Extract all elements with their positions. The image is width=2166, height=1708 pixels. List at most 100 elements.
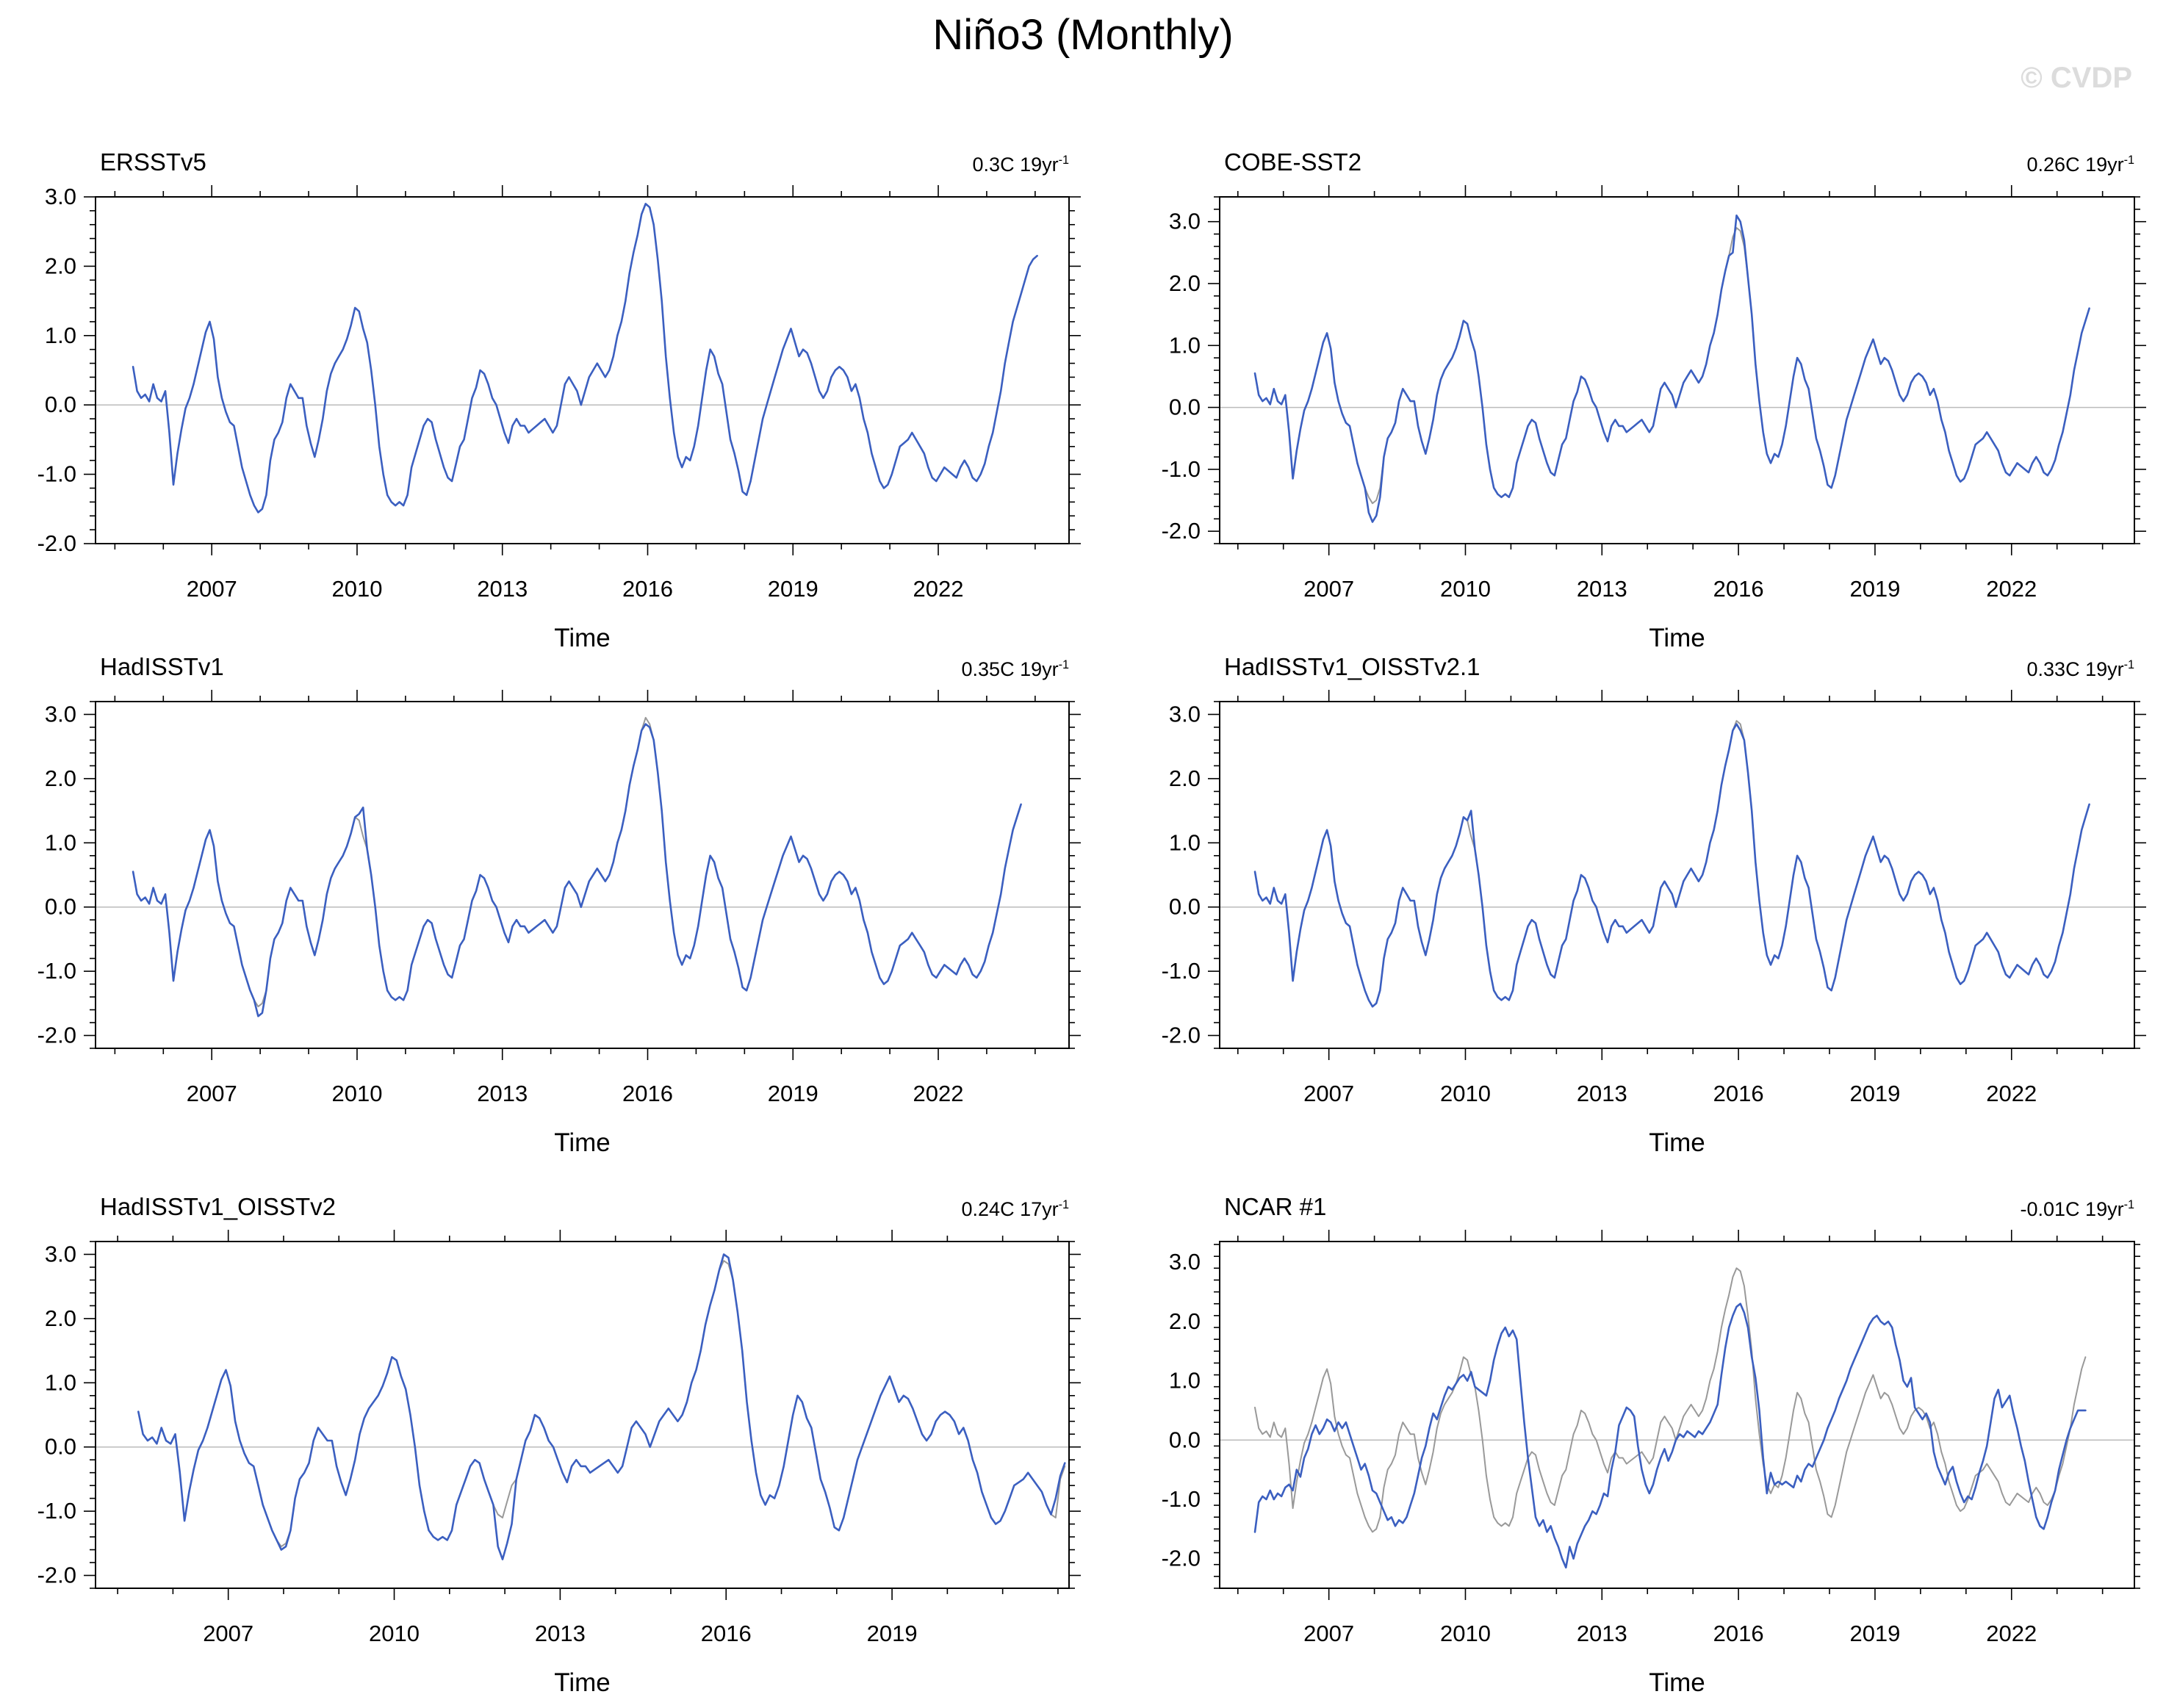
panel-ersstv5: ERSSTv5 0.3C 19yr-1 3.0 2.0 1.0 0.0 -1.0 -2.0…	[0, 138, 1113, 654]
y-axis-tick-label: -1.0	[37, 958, 76, 984]
x-axis-tick-label: 2007	[203, 1621, 253, 1646]
y-axis-tick-label: 0.0	[45, 392, 76, 417]
panel-cobe-sst2: COBE-SST2 0.26C 19yr-1 3.0 2.0 1.0 0.0 -1.0 -…	[1124, 138, 2166, 654]
y-axis-tick-label: -1.0	[37, 461, 76, 487]
plot-frame	[95, 196, 1070, 544]
y-axis-tick-label: 3.0	[45, 1241, 76, 1266]
x-axis-tick-label: 2010	[331, 1081, 382, 1106]
x-axis-tick-label: 2019	[768, 576, 818, 602]
x-axis-title: Time	[1649, 1128, 1705, 1157]
panel-title: HadISSTv1	[100, 653, 224, 680]
plot-frame	[95, 1241, 1070, 1589]
panel-hadisstv1-oisstv2-1: HadISSTv1_OISSTv2.1 0.33C 19yr-1 3.0 2.0 1…	[1124, 643, 2166, 1159]
x-axis-tick-label: 2007	[187, 1081, 237, 1106]
x-axis-tick-label: 2022	[913, 1081, 964, 1106]
y-axis-tick-label: 2.0	[1169, 765, 1201, 791]
panel-ncar-1-plot: 3.0 2.0 1.0 0.0 -1.0 -2.0 2007 2010 2013 2016 2019…	[1162, 1230, 2140, 1697]
y-axis-tick-label: 1.0	[1169, 332, 1201, 358]
y-axis-tick-label: 1.0	[45, 1369, 76, 1395]
panel-title: ERSSTv5	[100, 148, 206, 176]
x-axis-tick-label: 2007	[187, 576, 237, 602]
y-axis-tick-label: -1.0	[1162, 456, 1201, 482]
plot-frame	[1219, 701, 2135, 1049]
y-axis-tick-label: 3.0	[1169, 701, 1201, 727]
x-axis-tick-label: 2019	[1849, 576, 1900, 602]
x-axis-tick-label: 2016	[622, 1081, 673, 1106]
x-axis-tick-label: 2022	[1986, 576, 2037, 602]
x-axis-tick-label: 2007	[1303, 1081, 1354, 1106]
y-axis-tick-label: 2.0	[1169, 270, 1201, 296]
y-axis-tick-label: -2.0	[37, 1023, 76, 1048]
panel-trend-value: -0.01C 19yr-1	[2020, 1198, 2134, 1220]
panel-ncar-1: NCAR #1 -0.01C 19yr-1 3.0 2.0 1.0 0.0 -1.0 -2…	[1124, 1183, 2166, 1698]
x-axis-tick-label: 2013	[1577, 576, 1627, 602]
y-axis-tick-label: -2.0	[37, 1563, 76, 1588]
panel-hadisstv1-oisstv2-plot: 3.0 2.0 1.0 0.0 -1.0 -2.0 2007 2010 2013 2016 2019…	[37, 1230, 1081, 1697]
y-axis-tick-label: 3.0	[45, 701, 76, 727]
y-axis-tick-label: 0.0	[45, 1434, 76, 1460]
reference-series-line	[132, 716, 1022, 1008]
model-series-line	[1253, 723, 2090, 1008]
x-axis-tick-label: 2019	[867, 1621, 918, 1646]
x-axis-tick-label: 2016	[1713, 1621, 1764, 1646]
y-axis-tick-label: 3.0	[45, 184, 76, 209]
reference-series-line	[1254, 720, 2090, 1008]
x-axis-tick-label: 2010	[1440, 1081, 1491, 1106]
panel-title: HadISSTv1_OISSTv2.1	[1224, 653, 1480, 680]
x-axis-tick-label: 2013	[1577, 1081, 1627, 1106]
x-axis-tick-label: 2013	[477, 576, 528, 602]
y-axis-tick-label: 1.0	[1169, 1368, 1201, 1394]
x-axis-title: Time	[554, 624, 610, 652]
x-axis-tick-label: 2022	[1986, 1621, 2037, 1646]
panel-trend-value: 0.24C 17yr-1	[961, 1198, 1069, 1220]
panel-cobe-sst2-plot: 3.0 2.0 1.0 0.0 -1.0 -2.0 2007 2010 2013 2016 2019…	[1162, 185, 2146, 652]
x-axis-tick-label: 2022	[1986, 1081, 2037, 1106]
panel-hadisstv1-oisstv2-1-plot: 3.0 2.0 1.0 0.0 -1.0 -2.0 2007 2010 2013 2016 2019…	[1162, 690, 2146, 1157]
model-series-line	[132, 723, 1022, 1017]
x-axis-tick-label: 2019	[768, 1081, 818, 1106]
y-axis-tick-label: 2.0	[45, 1305, 76, 1331]
y-axis-tick-label: -2.0	[1162, 1023, 1201, 1048]
y-axis-tick-label: 1.0	[45, 322, 76, 348]
y-axis-tick-label: 2.0	[45, 253, 76, 278]
x-axis-tick-label: 2013	[1577, 1621, 1627, 1646]
x-axis-tick-label: 2010	[1440, 1621, 1491, 1646]
y-axis-tick-label: 2.0	[1169, 1308, 1201, 1334]
x-axis-title: Time	[1649, 1668, 1705, 1697]
x-axis-tick-label: 2019	[1849, 1621, 1900, 1646]
model-series-line	[1253, 1302, 2087, 1569]
panel-trend-value: 0.33C 19yr-1	[2026, 658, 2134, 680]
cvdp-watermark: © CVDP	[2021, 62, 2132, 94]
plot-frame	[1219, 196, 2135, 544]
y-axis-tick-label: 3.0	[1169, 1249, 1201, 1275]
x-axis-tick-label: 2007	[1303, 1621, 1354, 1646]
y-axis-tick-label: -2.0	[1162, 518, 1201, 544]
x-axis-tick-label: 2010	[331, 576, 382, 602]
y-axis-tick-label: -2.0	[37, 530, 76, 556]
reference-series-line	[1254, 1267, 2087, 1533]
y-axis-tick-label: -1.0	[37, 1498, 76, 1524]
x-axis-tick-label: 2013	[477, 1081, 528, 1106]
x-axis-title: Time	[1649, 624, 1705, 652]
model-series-line	[1253, 215, 2090, 523]
model-series-line	[137, 1253, 1066, 1560]
plot-frame	[1219, 1241, 2135, 1589]
x-axis-title: Time	[554, 1668, 610, 1697]
panel-ersstv5-plot: 3.0 2.0 1.0 0.0 -1.0 -2.0 2007 2010 2013 2016 2019…	[37, 184, 1081, 652]
y-axis-tick-label: 0.0	[1169, 1427, 1201, 1452]
x-axis-tick-label: 2016	[701, 1621, 752, 1646]
panel-trend-value: 0.26C 19yr-1	[2026, 154, 2134, 176]
page-title: Niño3 (Monthly)	[932, 11, 1234, 59]
x-axis-tick-label: 2016	[622, 576, 673, 602]
panel-hadisstv1-plot: 3.0 2.0 1.0 0.0 -1.0 -2.0 2007 2010 2013 2016 2019…	[37, 690, 1081, 1157]
panel-hadisstv1-oisstv2: HadISSTv1_OISSTv2 0.24C 17yr-1 3.0 2.0 1.0…	[0, 1183, 1113, 1698]
reference-series-line	[1254, 227, 2090, 505]
panel-title: HadISSTv1_OISSTv2	[100, 1193, 336, 1220]
panel-trend-value: 0.35C 19yr-1	[961, 658, 1069, 680]
model-series-line	[132, 203, 1038, 514]
panel-title: NCAR #1	[1224, 1193, 1327, 1220]
panel-title: COBE-SST2	[1224, 148, 1362, 176]
y-axis-tick-label: 1.0	[45, 829, 76, 855]
y-axis-tick-label: 0.0	[1169, 894, 1201, 920]
y-axis-tick-label: 1.0	[1169, 829, 1201, 855]
